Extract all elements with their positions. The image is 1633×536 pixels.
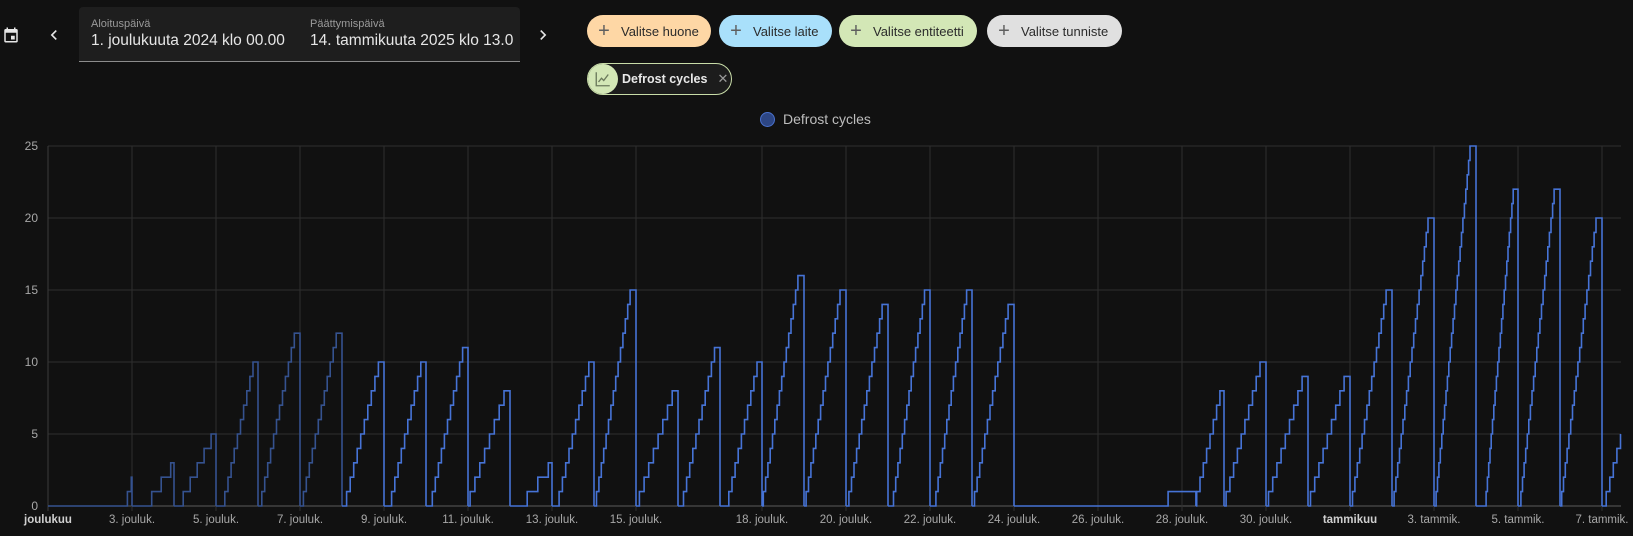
series-cycle-line xyxy=(888,289,931,507)
x-tick-label: tammikuu xyxy=(1323,514,1377,526)
series-cycle-line xyxy=(594,289,637,507)
series-cycle-line xyxy=(1266,375,1309,507)
calendar-icon xyxy=(4,27,18,43)
chevron-left-icon xyxy=(50,30,57,40)
pick-entity-chip[interactable]: + Valitse entiteetti xyxy=(839,15,977,47)
x-tick-label: 5. tammik. xyxy=(1491,514,1544,526)
series-cycle-line xyxy=(258,332,301,507)
end-date-value: 14. tammikuuta 2025 klo 13.0 xyxy=(310,32,514,49)
series-cycle-line xyxy=(1308,375,1351,507)
chip-label: Valitse laite xyxy=(753,23,819,39)
x-tick-label: 26. jouluk. xyxy=(1072,514,1124,526)
series-cycle-line xyxy=(426,346,469,507)
x-tick-label: 24. jouluk. xyxy=(988,514,1040,526)
series-cycle-line xyxy=(468,390,511,507)
x-tick-label: 18. jouluk. xyxy=(736,514,788,526)
end-date-label: Päättymispäivä xyxy=(310,18,385,30)
chevron-right-icon xyxy=(540,30,547,40)
y-tick-label: 15 xyxy=(25,283,39,297)
date-range-picker[interactable]: Aloituspäivä 1. joulukuuta 2024 klo 00.0… xyxy=(79,7,520,62)
selected-entity-name: Defrost cycles xyxy=(622,72,708,86)
y-tick-label: 20 xyxy=(25,211,39,225)
y-tick-label: 10 xyxy=(25,355,39,369)
x-tick-label: 5. jouluk. xyxy=(193,514,239,526)
series-cycle-line xyxy=(1602,434,1622,507)
y-tick-label: 5 xyxy=(31,427,38,441)
pick-area-chip[interactable]: + Valitse huone xyxy=(587,15,711,47)
plus-icon: + xyxy=(730,19,742,42)
series-cycle-line xyxy=(300,332,343,507)
x-tick-label: 30. jouluk. xyxy=(1240,514,1292,526)
plus-icon: + xyxy=(998,19,1010,42)
series-cycle-line xyxy=(1224,361,1267,507)
y-tick-label: 0 xyxy=(31,499,38,513)
series-cycle-line xyxy=(552,361,595,507)
chip-label: Valitse huone xyxy=(621,23,699,39)
y-tick-label: 25 xyxy=(25,139,39,153)
series-cycle-line xyxy=(1014,490,1197,507)
x-tick-label: 3. jouluk. xyxy=(109,514,155,526)
series-cycle-line xyxy=(1392,217,1435,507)
series-cycle-line xyxy=(342,361,385,507)
x-tick-label: 7. jouluk. xyxy=(277,514,323,526)
series-cycle-line xyxy=(762,274,805,507)
pick-label-chip[interactable]: + Valitse tunniste xyxy=(987,15,1122,47)
plus-icon: + xyxy=(850,19,862,42)
pick-device-chip[interactable]: + Valitse laite xyxy=(719,15,832,47)
series-cycle-line xyxy=(174,433,217,507)
calendar-button[interactable] xyxy=(0,23,22,47)
plus-icon: + xyxy=(598,19,610,42)
start-date-value: 1. joulukuuta 2024 klo 00.00 xyxy=(91,32,285,49)
x-tick-label: 3. tammik. xyxy=(1407,514,1460,526)
x-tick-label: 13. jouluk. xyxy=(526,514,578,526)
chip-label: Valitse entiteetti xyxy=(873,23,964,39)
x-tick-label: 11. jouluk. xyxy=(442,514,494,526)
legend-dot-icon xyxy=(760,111,775,127)
x-tick-label: 20. jouluk. xyxy=(820,514,872,526)
x-tick-label: 9. jouluk. xyxy=(361,514,407,526)
end-date-field[interactable]: Päättymispäivä 14. tammikuuta 2025 klo 1… xyxy=(298,7,520,61)
x-tick-label: 7. tammik. xyxy=(1575,514,1628,526)
close-icon[interactable]: ✕ xyxy=(717,71,729,86)
start-date-label: Aloituspäivä xyxy=(91,18,151,30)
series-cycle-line xyxy=(636,390,679,507)
series-cycle-line xyxy=(48,476,133,507)
series-cycle-line xyxy=(972,303,1015,507)
previous-period-button[interactable] xyxy=(42,22,66,48)
start-date-field[interactable]: Aloituspäivä 1. joulukuuta 2024 klo 00.0… xyxy=(79,7,298,61)
series-cycle-line xyxy=(846,303,889,507)
chart-legend-item[interactable]: Defrost cycles xyxy=(760,111,871,127)
series-cycle-line xyxy=(678,346,721,507)
chip-label: Valitse tunniste xyxy=(1021,23,1109,39)
series-cycle-line xyxy=(510,462,553,507)
series-cycle-line xyxy=(1195,390,1225,507)
legend-label: Defrost cycles xyxy=(783,111,871,127)
x-tick-label: 22. jouluk. xyxy=(904,514,956,526)
series-cycle-line xyxy=(720,361,763,507)
series-cycle-line xyxy=(216,361,259,507)
series-cycle-line xyxy=(804,289,847,507)
series-cycle-line xyxy=(1434,145,1477,507)
series-cycle-line xyxy=(384,361,427,507)
series-cycle-line xyxy=(1518,188,1561,507)
series-cycle-line xyxy=(132,462,175,507)
series-cycle-line xyxy=(1560,217,1603,507)
x-tick-label: 28. jouluk. xyxy=(1156,514,1208,526)
chart-line-icon xyxy=(588,64,618,94)
selected-entity-chip[interactable]: Defrost cycles ✕ xyxy=(587,63,732,95)
series-cycle-line xyxy=(1350,289,1393,507)
series-cycle-line xyxy=(930,289,973,507)
next-period-button[interactable] xyxy=(531,22,555,48)
x-tick-label: joulukuu xyxy=(23,514,72,526)
x-tick-label: 15. jouluk. xyxy=(610,514,662,526)
series-cycle-line xyxy=(1476,188,1519,507)
